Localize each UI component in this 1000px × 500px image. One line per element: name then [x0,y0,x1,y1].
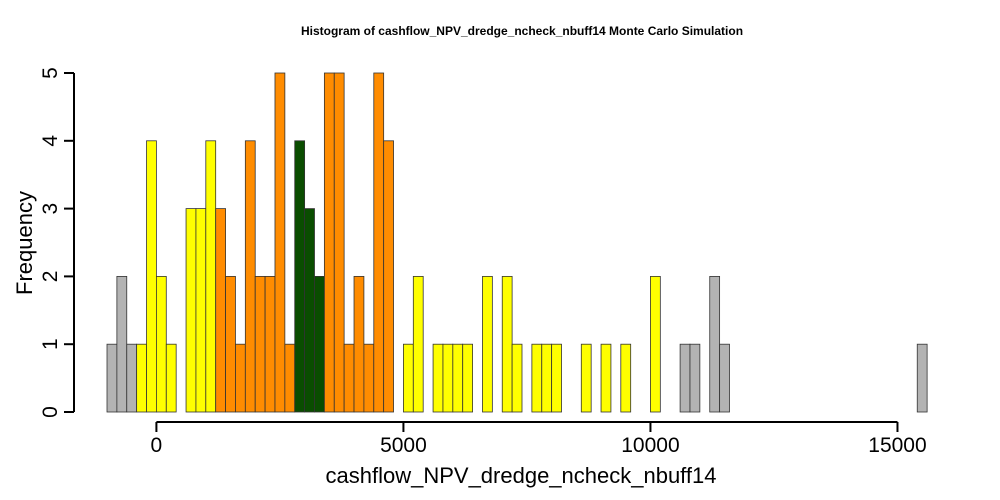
histogram-bar-36 [462,343,473,413]
y-tick-label-1: 1 [39,338,62,350]
histogram-bar-10 [205,140,217,413]
y-tick-label-4: 4 [39,135,62,147]
histogram-bar-20 [304,208,315,413]
histogram-bar-31 [412,275,424,413]
chart-title: Histogram of cashflow_NPV_dredge_ncheck_… [301,24,743,38]
histogram-bar-52 [620,343,632,413]
histogram-bar-16 [264,275,276,413]
y-tick-label-2: 2 [39,271,62,283]
y-axis-label: Frequency [12,191,37,295]
histogram-bar-44 [541,343,553,413]
histogram-bar-59 [689,343,701,413]
histogram-bar-5 [155,275,167,413]
histogram-bar-26 [363,343,375,413]
histogram-bar-6 [165,343,177,413]
histogram-bar-12 [225,275,236,413]
x-axis: 0 5000 10000 15000 [151,421,927,457]
histogram-bar-30 [403,343,414,413]
histogram-bar-1 [116,275,128,413]
histogram-bar-22 [323,72,335,413]
histogram-bar-27 [373,72,385,413]
y-tick-label-3: 3 [39,203,62,215]
histogram-bar-21 [314,275,325,413]
histogram-bar-24 [343,343,355,413]
histogram-bar-25 [353,275,365,413]
y-tick-label-5: 5 [39,67,62,79]
histogram-bar-41 [511,343,523,413]
histogram-bar-55 [650,275,661,413]
y-tick-label-0: 0 [39,406,62,418]
histogram-bar-40 [501,275,513,413]
histogram-bar-2 [126,343,138,413]
histogram-bar-43 [531,343,543,413]
histogram-bar-45 [551,343,562,413]
histogram-bar-62 [719,343,730,413]
x-tick-label-3: 15000 [868,434,926,457]
histogram-bar-38 [482,275,493,413]
x-tick-label-0: 0 [151,434,163,457]
histogram-bar-4 [146,140,157,413]
histogram-bar-50 [600,343,612,413]
histogram-bar-17 [274,72,286,413]
histogram-bar-61 [709,275,721,413]
histogram-bar-11 [215,208,226,413]
histogram-bar-9 [195,208,207,413]
y-axis: 0 1 2 3 4 5 [39,67,75,418]
histogram-bar-28 [383,140,394,413]
x-axis-label: cashflow_NPV_dredge_ncheck_nbuff14 [326,463,717,488]
histogram-bar-34 [442,343,454,413]
x-tick-label-1: 5000 [380,434,427,457]
histogram-bar-23 [333,72,345,413]
histogram-bar-15 [254,275,266,413]
histogram-bar-33 [432,343,444,413]
histogram-bar-19 [294,140,306,413]
histogram-bar-58 [679,343,691,413]
histogram-bar-48 [580,343,592,413]
histogram-bar-0 [106,343,118,413]
histogram-bars [106,72,928,413]
histogram-bar-3 [136,343,147,413]
histogram-bar-82 [916,343,928,413]
histogram-bar-13 [235,343,246,413]
x-tick-label-2: 10000 [621,434,679,457]
histogram-bar-14 [244,140,256,413]
histogram-bar-18 [284,343,296,413]
histogram-bar-35 [452,343,464,413]
histogram-bar-8 [185,208,197,413]
